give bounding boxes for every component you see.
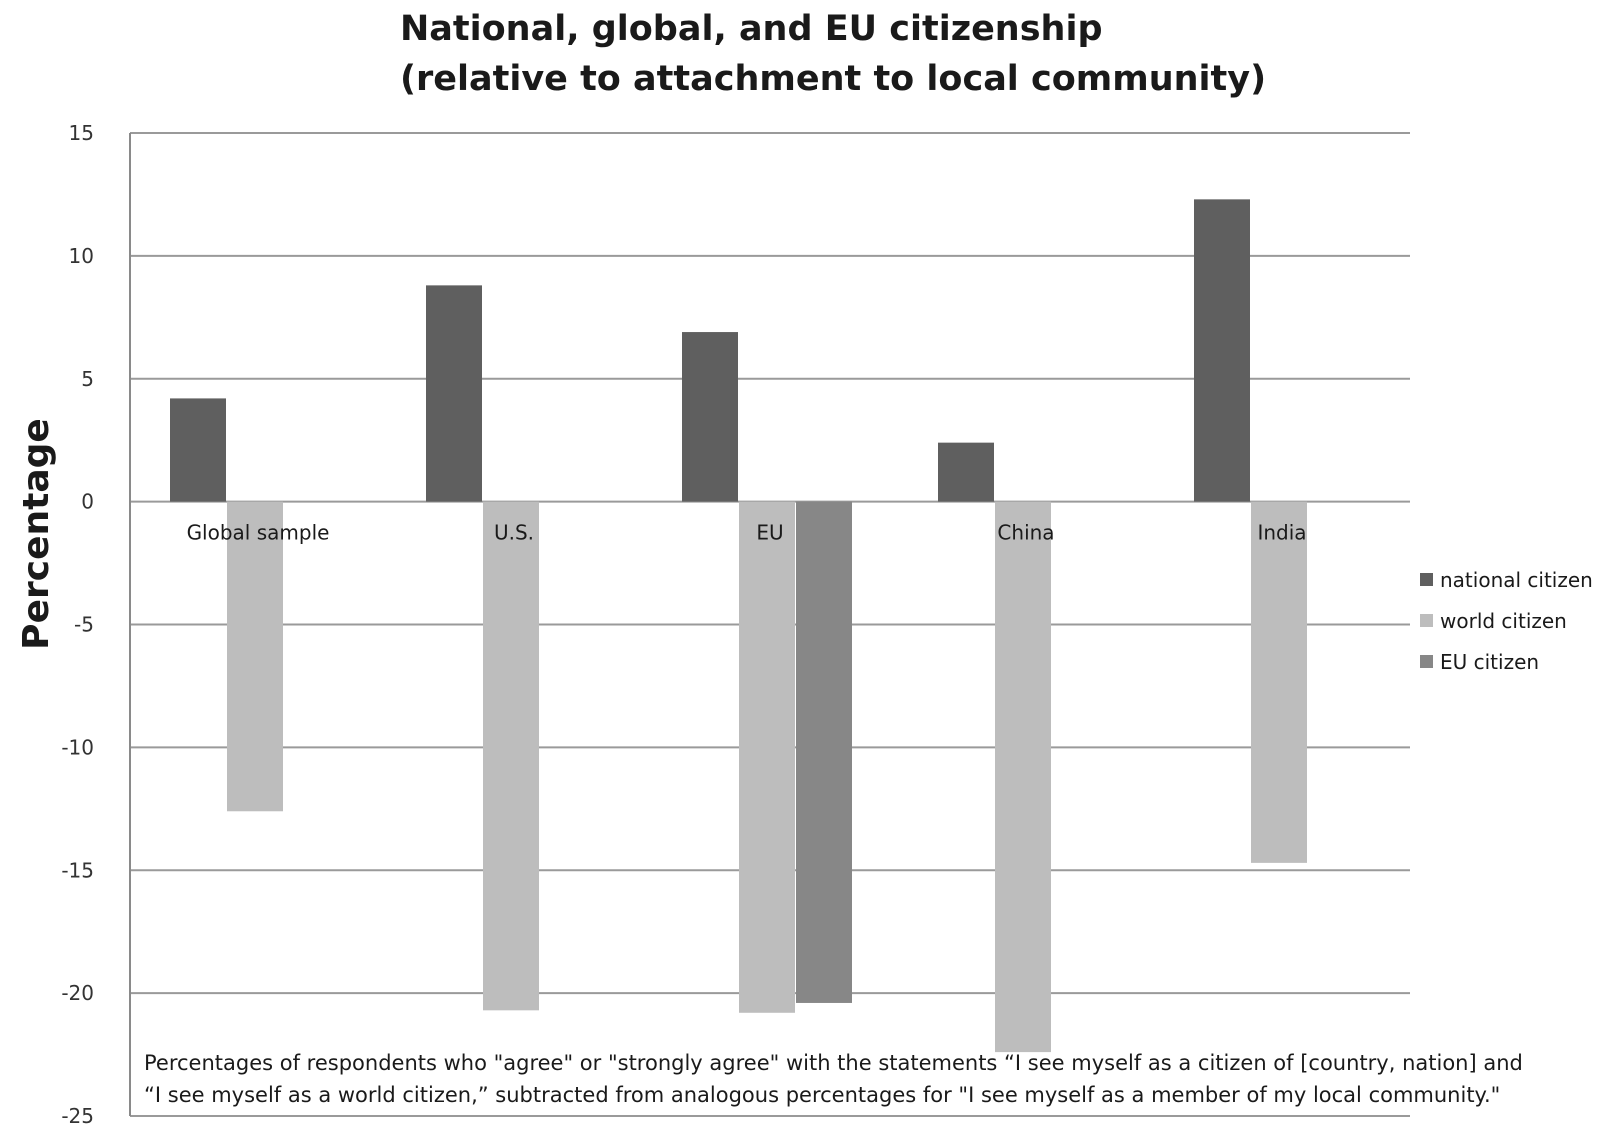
category-label: EU (756, 521, 783, 545)
y-tick-label: 5 (81, 367, 94, 391)
bar-national-citizen-4 (1194, 199, 1250, 502)
legend-swatch-national-citizen (1420, 573, 1433, 586)
legend-label-world-citizen: world citizen (1440, 609, 1567, 633)
legend: national citizen world citizen EU citizen (1420, 568, 1593, 674)
y-tick-label: -10 (61, 735, 94, 759)
bar-EU-citizen-2 (796, 501, 852, 1003)
chart-title-line-1: National, global, and EU citizenship (400, 9, 1103, 49)
y-tick-label: -15 (61, 858, 94, 882)
category-label: India (1257, 521, 1306, 545)
y-tick-label: 15 (69, 121, 94, 145)
y-tick-label: 0 (81, 490, 94, 514)
legend-label-EU-citizen: EU citizen (1440, 650, 1539, 674)
bar-national-citizen-0 (170, 398, 226, 502)
bar-national-citizen-2 (682, 332, 738, 502)
chart-note-line-1: Percentages of respondents who "agree" o… (144, 1051, 1523, 1075)
legend-swatch-EU-citizen (1420, 655, 1433, 668)
y-tick-label: -25 (61, 1104, 94, 1128)
y-axis-label: Percentage (16, 418, 57, 650)
y-tick-label: -20 (61, 981, 94, 1005)
bar-national-citizen-1 (426, 285, 482, 502)
legend-swatch-world-citizen (1420, 614, 1433, 627)
bar-world-citizen-3 (995, 501, 1051, 1053)
legend-label-national-citizen: national citizen (1440, 568, 1593, 592)
category-label: China (997, 521, 1054, 545)
bar-world-citizen-1 (483, 501, 539, 1011)
y-tick-label: 10 (69, 244, 94, 268)
category-label: U.S. (494, 521, 534, 545)
bars (170, 199, 1307, 1053)
bar-world-citizen-2 (739, 501, 795, 1013)
bar-world-citizen-0 (227, 501, 283, 812)
chart-title-line-2: (relative to attachment to local communi… (400, 59, 1266, 99)
chart-note-line-2: “I see myself as a world citizen,” subtr… (144, 1083, 1500, 1107)
category-label: Global sample (187, 521, 330, 545)
y-tick-label: -5 (74, 613, 94, 637)
bar-world-citizen-4 (1251, 501, 1307, 863)
labels: 15 10 5 0 -5 -10 -15 -20 -25 Global sample U.S. EU C… (61, 121, 1306, 1128)
bar-national-citizen-3 (938, 442, 994, 502)
